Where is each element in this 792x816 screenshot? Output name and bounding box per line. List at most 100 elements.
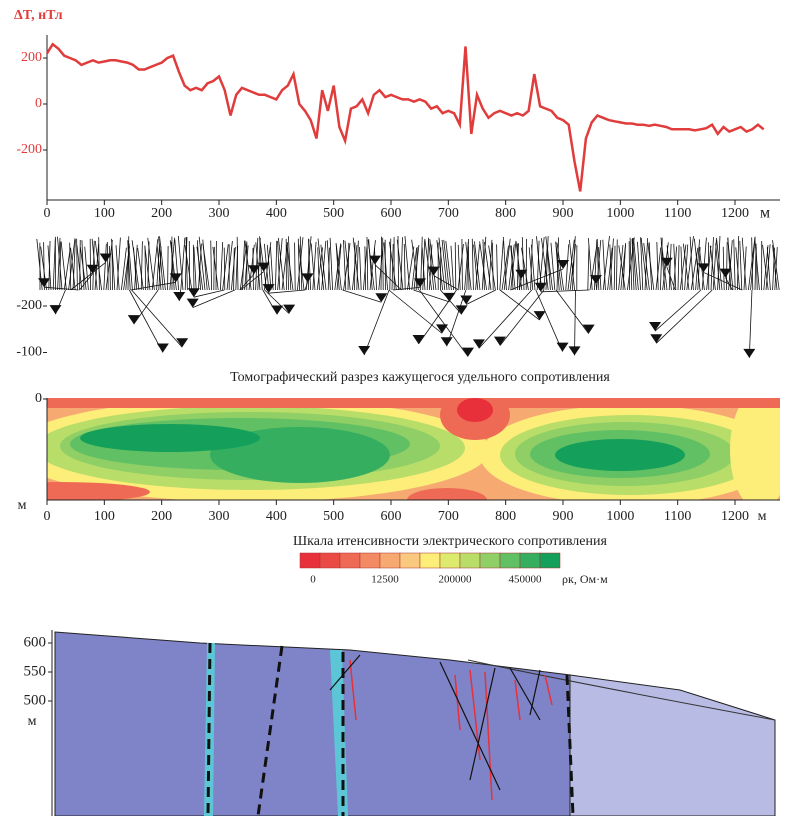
colorbar-label: 12500 bbox=[371, 574, 399, 586]
vector bbox=[660, 241, 666, 291]
vector bbox=[424, 238, 432, 291]
x-tick-label: 400 bbox=[266, 509, 287, 524]
vector bbox=[106, 241, 109, 291]
vector bbox=[382, 237, 384, 291]
contour-fill bbox=[80, 424, 260, 452]
x-tick-label: 1200 bbox=[721, 206, 749, 221]
x-unit: м bbox=[758, 509, 767, 524]
color-swatch bbox=[499, 552, 521, 569]
vector bbox=[647, 243, 655, 291]
vector bbox=[415, 246, 418, 291]
vector bbox=[450, 245, 454, 291]
vector bbox=[255, 237, 259, 291]
vector bbox=[479, 241, 487, 291]
vector bbox=[440, 289, 462, 315]
vector bbox=[765, 244, 771, 291]
vector bbox=[556, 237, 559, 291]
arrowhead bbox=[156, 343, 169, 353]
vector bbox=[693, 238, 701, 291]
vector bbox=[517, 243, 520, 291]
vector bbox=[772, 245, 778, 291]
vector bbox=[111, 238, 116, 291]
fault bbox=[256, 645, 284, 816]
vector bbox=[637, 241, 641, 291]
vector bbox=[128, 240, 133, 291]
vector bbox=[94, 240, 102, 291]
x-tick-label: 1000 bbox=[606, 509, 634, 524]
vector bbox=[631, 238, 635, 291]
vector bbox=[748, 289, 753, 358]
vector bbox=[84, 246, 89, 291]
data-line bbox=[45, 42, 765, 192]
vector bbox=[147, 241, 150, 291]
vector bbox=[503, 238, 511, 291]
arrowhead bbox=[582, 324, 595, 334]
vector bbox=[567, 239, 575, 291]
vector bbox=[750, 236, 756, 291]
vector bbox=[156, 245, 162, 291]
x-unit: м bbox=[760, 205, 770, 222]
vector bbox=[609, 238, 614, 291]
x-tick-label: 900 bbox=[553, 509, 574, 524]
vector bbox=[441, 239, 448, 291]
vector bbox=[70, 262, 106, 291]
vector bbox=[609, 244, 613, 291]
arrowhead bbox=[534, 282, 547, 292]
vector bbox=[510, 240, 517, 291]
color-swatch bbox=[439, 552, 461, 569]
color-swatch bbox=[379, 552, 401, 569]
x-tick-label: 1100 bbox=[664, 509, 691, 524]
vector bbox=[411, 247, 417, 291]
vector bbox=[488, 245, 496, 291]
vector bbox=[655, 289, 713, 344]
color-swatch bbox=[519, 552, 541, 569]
vector bbox=[109, 246, 111, 291]
vector bbox=[474, 241, 481, 291]
vector bbox=[413, 289, 450, 303]
vector bbox=[454, 242, 457, 291]
vector bbox=[588, 238, 593, 291]
x-tick-label: 600 bbox=[381, 206, 402, 221]
vector bbox=[158, 236, 164, 291]
vector bbox=[715, 243, 721, 291]
y-unit: м bbox=[18, 498, 27, 513]
vector bbox=[352, 237, 360, 291]
color-swatch bbox=[299, 552, 321, 569]
y-unit: м bbox=[28, 714, 37, 729]
vector-panel bbox=[36, 235, 780, 358]
vector bbox=[616, 239, 618, 291]
arrowhead bbox=[493, 336, 506, 346]
contour-fill bbox=[47, 398, 780, 408]
vector bbox=[105, 239, 113, 291]
vector bbox=[618, 244, 624, 291]
color-swatch bbox=[399, 552, 421, 569]
drillhole bbox=[439, 661, 501, 791]
arrowhead bbox=[412, 334, 425, 344]
contact-line bbox=[467, 659, 776, 721]
vein bbox=[484, 671, 493, 801]
vector bbox=[574, 289, 576, 356]
arrowhead bbox=[443, 292, 456, 302]
vector bbox=[244, 240, 252, 291]
x-tick-label: 700 bbox=[438, 509, 459, 524]
vector bbox=[737, 236, 740, 291]
vector bbox=[47, 245, 52, 291]
drillhole bbox=[469, 667, 496, 781]
color-swatch bbox=[319, 552, 341, 569]
colorbar-label: 200000 bbox=[439, 574, 473, 586]
vector bbox=[555, 289, 589, 334]
vector bbox=[130, 281, 176, 291]
vector bbox=[589, 246, 597, 291]
arrowhead bbox=[472, 339, 485, 349]
arrowhead bbox=[427, 266, 440, 276]
x-tick-label: 500 bbox=[323, 509, 344, 524]
vector bbox=[666, 266, 676, 291]
vector bbox=[572, 236, 576, 291]
x-tick-label: 600 bbox=[381, 509, 402, 524]
vector bbox=[499, 236, 504, 291]
vector bbox=[210, 240, 212, 291]
vector bbox=[222, 244, 229, 291]
vector bbox=[239, 273, 255, 291]
vector bbox=[482, 239, 485, 291]
